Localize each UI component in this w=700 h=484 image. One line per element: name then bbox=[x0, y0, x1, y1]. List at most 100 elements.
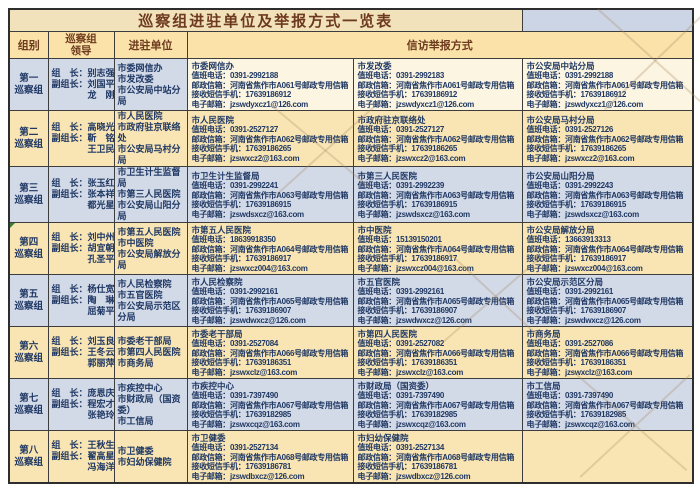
leader-line: 王卫民 bbox=[51, 144, 114, 154]
leaders-cell: 组 长：高晓光 副组长：靳 铭 王卫民 bbox=[47, 110, 115, 167]
field-label: 邮政信箱： bbox=[357, 190, 397, 200]
contact-sms-line: 接收短信手机：17639186781 bbox=[192, 462, 352, 472]
field-value: 17639186907 bbox=[580, 306, 627, 315]
field-label: 电子邮箱： bbox=[191, 471, 231, 481]
contact-unit-name: 市人民检察院 bbox=[191, 277, 243, 287]
contact-email-line: 电子邮箱：jzswdyxcz1@126.com bbox=[192, 100, 352, 110]
contact-cell: 市工信局 值班电话：0391-7397490 邮政信箱：河南省焦作市A067号邮政专… bbox=[521, 378, 694, 431]
field-label: 邮政信箱： bbox=[191, 400, 231, 410]
field-label: 接收短信手机： bbox=[357, 144, 412, 153]
field-label: 值班电话： bbox=[526, 339, 566, 348]
units-cell: 市卫健委 市妇幼保健院 bbox=[113, 430, 188, 484]
group-cell: 第二 巡察组 bbox=[8, 110, 49, 167]
unit-line: 市发改委 bbox=[117, 73, 154, 84]
contact-mailbox-line: 邮政信箱：河南省焦作市A063号邮政专用信箱 bbox=[358, 191, 521, 201]
group-label-line: 第三 bbox=[19, 183, 39, 194]
units-cell: 市委老干部局 市第四人民医院 市商务局 bbox=[113, 326, 188, 379]
contact-sms-line: 接收短信手机：17639186265 bbox=[527, 144, 692, 154]
contact-email-line: 电子邮箱：jzswdsxcz@163.com bbox=[527, 210, 692, 220]
field-value: 河南省焦作市A065号邮政专用信箱 bbox=[396, 296, 515, 306]
contact-cell: 市第四人民医院 值班电话：0391-2527082 邮政信箱：河南省焦作市A066号… bbox=[352, 326, 523, 379]
field-label: 值班电话： bbox=[357, 71, 397, 80]
contact-sms-line: 接收短信手机：17639186907 bbox=[192, 306, 352, 316]
field-value: jzswdyxcz1@126.com bbox=[230, 99, 308, 109]
table-row: 第七 巡察组组 长：庞恩庆 副组长：程宏才 张艳玲 市疾控中心 市财政局（国资委） 市工信… bbox=[8, 378, 694, 431]
group-label-line: 巡察组 bbox=[14, 194, 43, 206]
inspection-table-sheet: 巡察组进驻单位及举报方式一览表 组别 巡察组 领导 进驻单位 信访举报方式 第一… bbox=[8, 8, 695, 484]
leader-line: 组 长：庞恩庆 bbox=[51, 388, 114, 398]
title-row: 巡察组进驻单位及举报方式一览表 bbox=[8, 8, 694, 32]
unit-line: 市卫生计生监督局 bbox=[117, 167, 181, 189]
leader-line: 冯海洋 bbox=[51, 462, 114, 472]
field-value: 河南省焦作市A064号邮政专用信箱 bbox=[396, 244, 515, 254]
field-label: 值班电话： bbox=[526, 71, 566, 80]
field-label: 电子邮箱： bbox=[191, 263, 231, 273]
contact-cell: 市疾控中心 值班电话：0391-7397490 邮政信箱：河南省焦作市A067号邮政… bbox=[186, 378, 354, 431]
field-value: 18639918350 bbox=[230, 235, 276, 244]
group-label-line: 第五 bbox=[19, 289, 39, 300]
field-label: 邮政信箱： bbox=[357, 296, 397, 306]
contact-phone-line: 值班电话：0391-2992239 bbox=[358, 181, 521, 191]
group-cell: 第八 巡察组 bbox=[8, 430, 49, 484]
leaders-cell: 组 长：张玉红 副组长：张本祥 都光星 bbox=[47, 166, 115, 223]
field-label: 接收短信手机： bbox=[191, 200, 246, 209]
group-cell: 第六 巡察组 bbox=[8, 326, 49, 379]
contact-phone-line: 值班电话：0391-2527127 bbox=[358, 125, 521, 135]
field-label: 接收短信手机： bbox=[191, 306, 246, 315]
unit-line: 市委老干部局 bbox=[117, 336, 172, 346]
unit-line: 市财政局（国资委） bbox=[117, 393, 181, 415]
unit-line: 市第三人民医院 bbox=[117, 189, 181, 199]
group-label-line: 第七 bbox=[19, 393, 39, 404]
field-label: 电子邮箱： bbox=[357, 153, 397, 163]
contact-email-line: 电子邮箱：jzswxclz@163.com bbox=[192, 368, 352, 378]
field-label: 值班电话： bbox=[526, 287, 566, 296]
field-value: 河南省焦作市A067号邮政专用信箱 bbox=[396, 400, 515, 410]
field-value: jzswdbxcz@126.com bbox=[230, 471, 305, 481]
field-label: 接收短信手机： bbox=[357, 358, 412, 367]
field-label: 接收短信手机： bbox=[191, 410, 246, 419]
contact-mailbox-line: 邮政信箱：河南省焦作市A062号邮政专用信箱 bbox=[527, 135, 692, 145]
contact-unit-name: 市委网信办 bbox=[191, 61, 235, 71]
field-label: 邮政信箱： bbox=[191, 348, 231, 358]
contact-phone-line: 值班电话：0391-2527086 bbox=[527, 339, 692, 349]
page: { "title": "巡察组进驻单位及举报方式一览表", "header": … bbox=[8, 8, 700, 484]
unit-line: 市卫健委 bbox=[117, 445, 154, 456]
field-value: 13663913313 bbox=[565, 235, 611, 244]
contact-phone-line: 值班电话：0391-2992188 bbox=[527, 71, 692, 81]
field-label: 电子邮箱： bbox=[191, 315, 231, 325]
leader-line: 组 长：刘中州 bbox=[51, 232, 114, 242]
leaders-cell: 组 长：刘玉良 副组长：王冬云 郭丽萍 bbox=[47, 326, 115, 379]
unit-line: 市工信局 bbox=[117, 415, 154, 426]
field-value: 0391-2992239 bbox=[396, 181, 445, 190]
contact-cell: 市财政局（国资委） 值班电话：0391-7397490 邮政信箱：河南省焦作市A06… bbox=[352, 378, 523, 431]
field-value: 0391-2992161 bbox=[230, 287, 279, 296]
contact-phone-line: 值班电话：0391-2527082 bbox=[358, 339, 521, 349]
contact-sms-line: 接收短信手机：17639186265 bbox=[358, 144, 521, 154]
field-label: 值班电话： bbox=[526, 181, 566, 190]
contact-unit-name: 市人民医院 bbox=[191, 115, 235, 125]
contact-mailbox-line: 邮政信箱：河南省焦作市A067号邮政专用信箱 bbox=[358, 401, 521, 411]
units-cell: 市疾控中心 市财政局（国资委） 市工信局 bbox=[113, 378, 188, 431]
unit-line: 市公安局解放分局 bbox=[117, 248, 181, 270]
contact-email-line: 电子邮箱：jzswxclz@163.com bbox=[527, 368, 692, 378]
contact-email-line: 电子邮箱：jzswdbxcz@126.com bbox=[192, 472, 352, 482]
group-label-line: 第四 bbox=[19, 237, 39, 248]
contact-phone-line: 值班电话：0391-2992183 bbox=[358, 71, 521, 81]
field-value: 17639186781 bbox=[245, 462, 292, 471]
table-row: 第四 巡察组组 长：刘中州 副组长：胡宜朝 孔圣平 市第五人民医院 市中医院 市公安局解放… bbox=[8, 222, 694, 275]
group-cell: 第七 巡察组 bbox=[8, 378, 49, 431]
contact-mailbox-line: 邮政信箱：河南省焦作市A066号邮政专用信箱 bbox=[527, 349, 692, 359]
leader-line: 组 长：杨仕宽 bbox=[51, 284, 114, 294]
field-label: 接收短信手机： bbox=[357, 254, 412, 263]
field-value: 河南省焦作市A065号邮政专用信箱 bbox=[565, 296, 684, 306]
contact-email-line: 电子邮箱：jzswxcz004@163.com bbox=[192, 264, 352, 274]
field-value: 0391-2992241 bbox=[230, 181, 279, 190]
contact-unit-name: 市卫健委 bbox=[191, 433, 226, 443]
field-label: 接收短信手机： bbox=[357, 462, 412, 471]
contact-sms-line: 接收短信手机：17639186912 bbox=[527, 90, 692, 100]
units-cell: 市人民检察院 市五官医院 市公安局示范区分局 bbox=[113, 274, 188, 327]
contact-mailbox-line: 邮政信箱：河南省焦作市A065号邮政专用信箱 bbox=[527, 297, 692, 307]
contact-phone-line: 值班电话：18639918350 bbox=[192, 235, 352, 245]
contact-sms-line: 接收短信手机：17639186907 bbox=[358, 306, 521, 316]
contact-unit-name: 市第四人民医院 bbox=[357, 329, 418, 339]
